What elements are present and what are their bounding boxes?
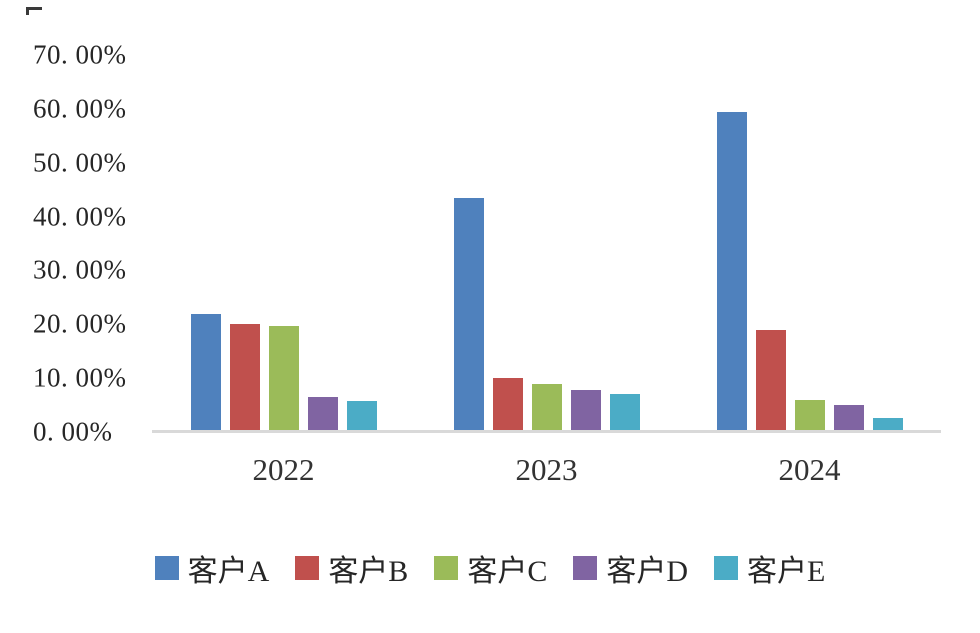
bar-客户E-2023 [609,394,640,432]
x-axis-category-label: 2022 [252,452,315,487]
y-axis-tick-label: 10. 00% [33,362,127,393]
legend-item-客户A: 客户A [154,546,270,590]
bar-客户D-2024 [833,405,864,432]
legend-label: 客户D [606,555,689,588]
y-axis-tick-label: 70. 00% [33,39,127,70]
legend-item-客户D: 客户D [573,546,688,590]
bar-客户D-2023 [570,390,601,432]
bar-客户D-2022 [307,397,338,432]
legend-label: 客户B [328,555,409,588]
legend-swatch-icon [154,556,179,580]
bar-客户A-2024 [716,111,747,432]
legend-swatch-icon [295,556,320,580]
y-axis-tick-label: 60. 00% [33,93,127,124]
x-axis-category-label: 2024 [778,452,841,487]
bar-客户B-2024 [755,329,786,432]
bar-客户E-2022 [346,400,377,432]
legend-swatch-icon [573,556,598,580]
bar-客户C-2022 [268,325,299,432]
bar-客户B-2022 [229,324,260,432]
x-axis-category-label: 2023 [515,452,578,487]
y-axis-tick-label: 30. 00% [33,254,127,285]
legend-label: 客户A [187,555,270,588]
legend-item-客户C: 客户C [434,546,547,590]
legend-label: 客户E [747,555,826,588]
chart-legend: 客户A 客户B 客户C 客户D 客户E [0,546,980,590]
y-axis-tick-label: 0. 00% [33,416,113,447]
legend-label: 客户C [467,555,548,588]
y-axis-tick-label: 50. 00% [33,147,127,178]
bar-客户E-2024 [872,418,903,432]
bar-客户C-2024 [794,399,825,432]
y-axis-tick-label: 40. 00% [33,201,127,232]
bar-客户A-2023 [453,197,484,432]
y-axis-tick-label: 20. 00% [33,308,127,339]
bar-客户A-2022 [190,313,221,432]
legend-swatch-icon [434,556,459,580]
bar-客户C-2023 [531,383,562,432]
plot-area [152,55,941,432]
y-axis: 70. 00% 60. 00% 50. 00% 40. 00% 30. 00% 20. 0… [33,40,153,447]
x-axis-line [152,430,941,433]
legend-item-客户B: 客户B [295,546,408,590]
corner-artifact-mark [26,7,42,15]
legend-item-客户E: 客户E [714,546,825,590]
legend-swatch-icon [714,556,739,580]
bar-客户B-2023 [492,378,523,432]
